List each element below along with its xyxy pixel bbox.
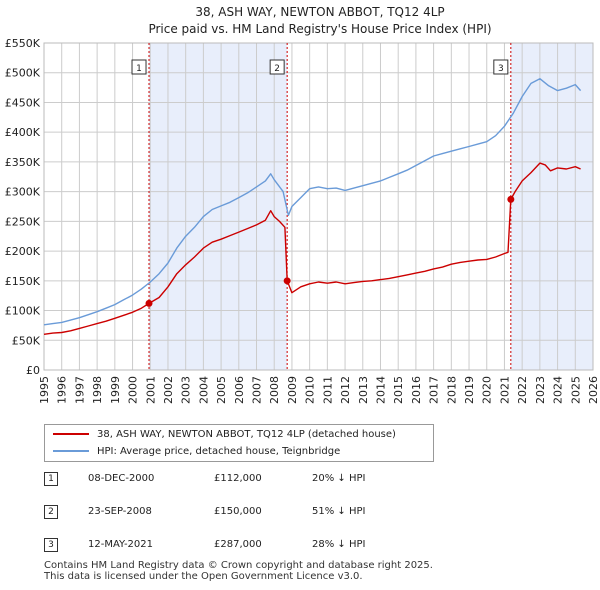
x-tick-label: 2021 xyxy=(498,376,511,404)
sale-point xyxy=(507,195,515,203)
chart-subtitle: Price paid vs. HM Land Registry's House … xyxy=(148,22,491,36)
footer-licence: This data is licensed under the Open Gov… xyxy=(44,571,363,582)
x-tick-label: 2008 xyxy=(268,376,281,404)
x-tick-label: 2009 xyxy=(286,376,299,404)
x-tick-label: 2005 xyxy=(215,376,228,404)
x-tick-label: 2016 xyxy=(410,376,423,404)
footer-copyright: Contains HM Land Registry data © Crown c… xyxy=(44,560,433,571)
x-tick-label: 2023 xyxy=(534,376,547,404)
legend-item-hpi: HPI: Average price, detached house, Teig… xyxy=(53,444,340,460)
y-tick-label: £150K xyxy=(5,275,41,288)
x-tick-label: 2022 xyxy=(516,376,529,404)
x-tick-label: 1999 xyxy=(109,376,122,404)
y-tick-label: £500K xyxy=(5,67,41,80)
legend-label-property: 38, ASH WAY, NEWTON ABBOT, TQ12 4LP (det… xyxy=(97,429,396,440)
x-tick-label: 2017 xyxy=(428,376,441,404)
y-tick-label: £0 xyxy=(26,364,40,377)
legend: 38, ASH WAY, NEWTON ABBOT, TQ12 4LP (det… xyxy=(44,424,434,462)
sale-number-label: 3 xyxy=(498,64,504,74)
sale-badge: 2 xyxy=(44,505,58,519)
x-tick-label: 2018 xyxy=(445,376,458,404)
y-tick-label: £200K xyxy=(5,245,41,258)
x-tick-label: 2001 xyxy=(144,376,157,404)
y-tick-label: £300K xyxy=(5,186,41,199)
x-tick-label: 2020 xyxy=(481,376,494,404)
sale-row: 1 08-DEC-2000 £112,000 20% ↓ HPI xyxy=(44,470,564,490)
legend-item-property: 38, ASH WAY, NEWTON ABBOT, TQ12 4LP (det… xyxy=(53,427,396,443)
legend-swatch-hpi xyxy=(53,450,89,452)
x-tick-label: 2015 xyxy=(392,376,405,404)
sale-badge: 3 xyxy=(44,538,58,552)
sale-number-box xyxy=(269,59,285,75)
x-tick-label: 2013 xyxy=(357,376,370,404)
sale-price: £112,000 xyxy=(214,473,262,484)
sale-hpi-diff: 20% ↓ HPI xyxy=(312,473,366,484)
sale-date: 23-SEP-2008 xyxy=(88,506,152,517)
chart-title: 38, ASH WAY, NEWTON ABBOT, TQ12 4LP xyxy=(195,5,444,19)
series-line-property xyxy=(43,162,581,335)
y-tick-label: £400K xyxy=(5,126,41,139)
x-tick-label: 2012 xyxy=(339,376,352,404)
sale-badge: 1 xyxy=(44,472,58,486)
x-tick-label: 2010 xyxy=(304,376,317,404)
sale-point xyxy=(145,299,153,307)
y-tick-label: £50K xyxy=(12,334,41,347)
legend-swatch-property xyxy=(53,433,89,435)
sale-price: £287,000 xyxy=(214,539,262,550)
x-tick-label: 2006 xyxy=(233,376,246,404)
y-tick-label: £450K xyxy=(5,96,41,109)
x-tick-label: 2019 xyxy=(463,376,476,404)
footer-attribution: Contains HM Land Registry data © Crown c… xyxy=(44,560,433,582)
sale-date: 12-MAY-2021 xyxy=(88,539,154,550)
sale-price: £150,000 xyxy=(214,506,262,517)
y-tick-label: £250K xyxy=(5,215,41,228)
sale-number-box xyxy=(493,59,509,75)
x-tick-label: 2003 xyxy=(180,376,193,404)
sale-row: 2 23-SEP-2008 £150,000 51% ↓ HPI xyxy=(44,503,564,523)
x-tick-label: 2004 xyxy=(197,376,210,404)
sale-number-label: 1 xyxy=(136,64,142,74)
plot-border xyxy=(43,42,594,371)
forecast-shade xyxy=(575,43,593,370)
x-tick-label: 1995 xyxy=(38,376,51,404)
sale-number-box xyxy=(131,59,147,75)
x-tick-label: 1996 xyxy=(56,376,69,404)
x-tick-label: 2011 xyxy=(321,376,334,404)
x-tick-label: 1998 xyxy=(91,376,104,404)
x-tick-label: 1997 xyxy=(73,376,86,404)
sale-hpi-diff: 28% ↓ HPI xyxy=(312,539,366,550)
y-tick-label: £350K xyxy=(5,156,41,169)
sale-point xyxy=(283,277,291,285)
x-tick-label: 2002 xyxy=(162,376,175,404)
sale-period-shade xyxy=(510,43,576,370)
sale-number-label: 2 xyxy=(274,64,280,74)
x-tick-label: 2024 xyxy=(552,376,565,404)
x-tick-label: 2000 xyxy=(127,376,140,404)
y-tick-label: £100K xyxy=(5,305,41,318)
y-tick-label: £550K xyxy=(5,37,41,50)
x-tick-label: 2014 xyxy=(374,376,387,404)
plot-area xyxy=(44,43,593,370)
series-line-hpi xyxy=(43,77,582,326)
chart: 38, ASH WAY, NEWTON ABBOT, TQ12 4LP Pric… xyxy=(5,5,600,404)
sale-row: 3 12-MAY-2021 £287,000 28% ↓ HPI xyxy=(44,536,564,556)
sale-date: 08-DEC-2000 xyxy=(88,473,155,484)
sale-hpi-diff: 51% ↓ HPI xyxy=(312,506,366,517)
x-tick-label: 2026 xyxy=(587,376,600,404)
x-tick-label: 2025 xyxy=(569,376,582,404)
legend-label-hpi: HPI: Average price, detached house, Teig… xyxy=(97,446,341,457)
x-tick-label: 2007 xyxy=(251,376,264,404)
